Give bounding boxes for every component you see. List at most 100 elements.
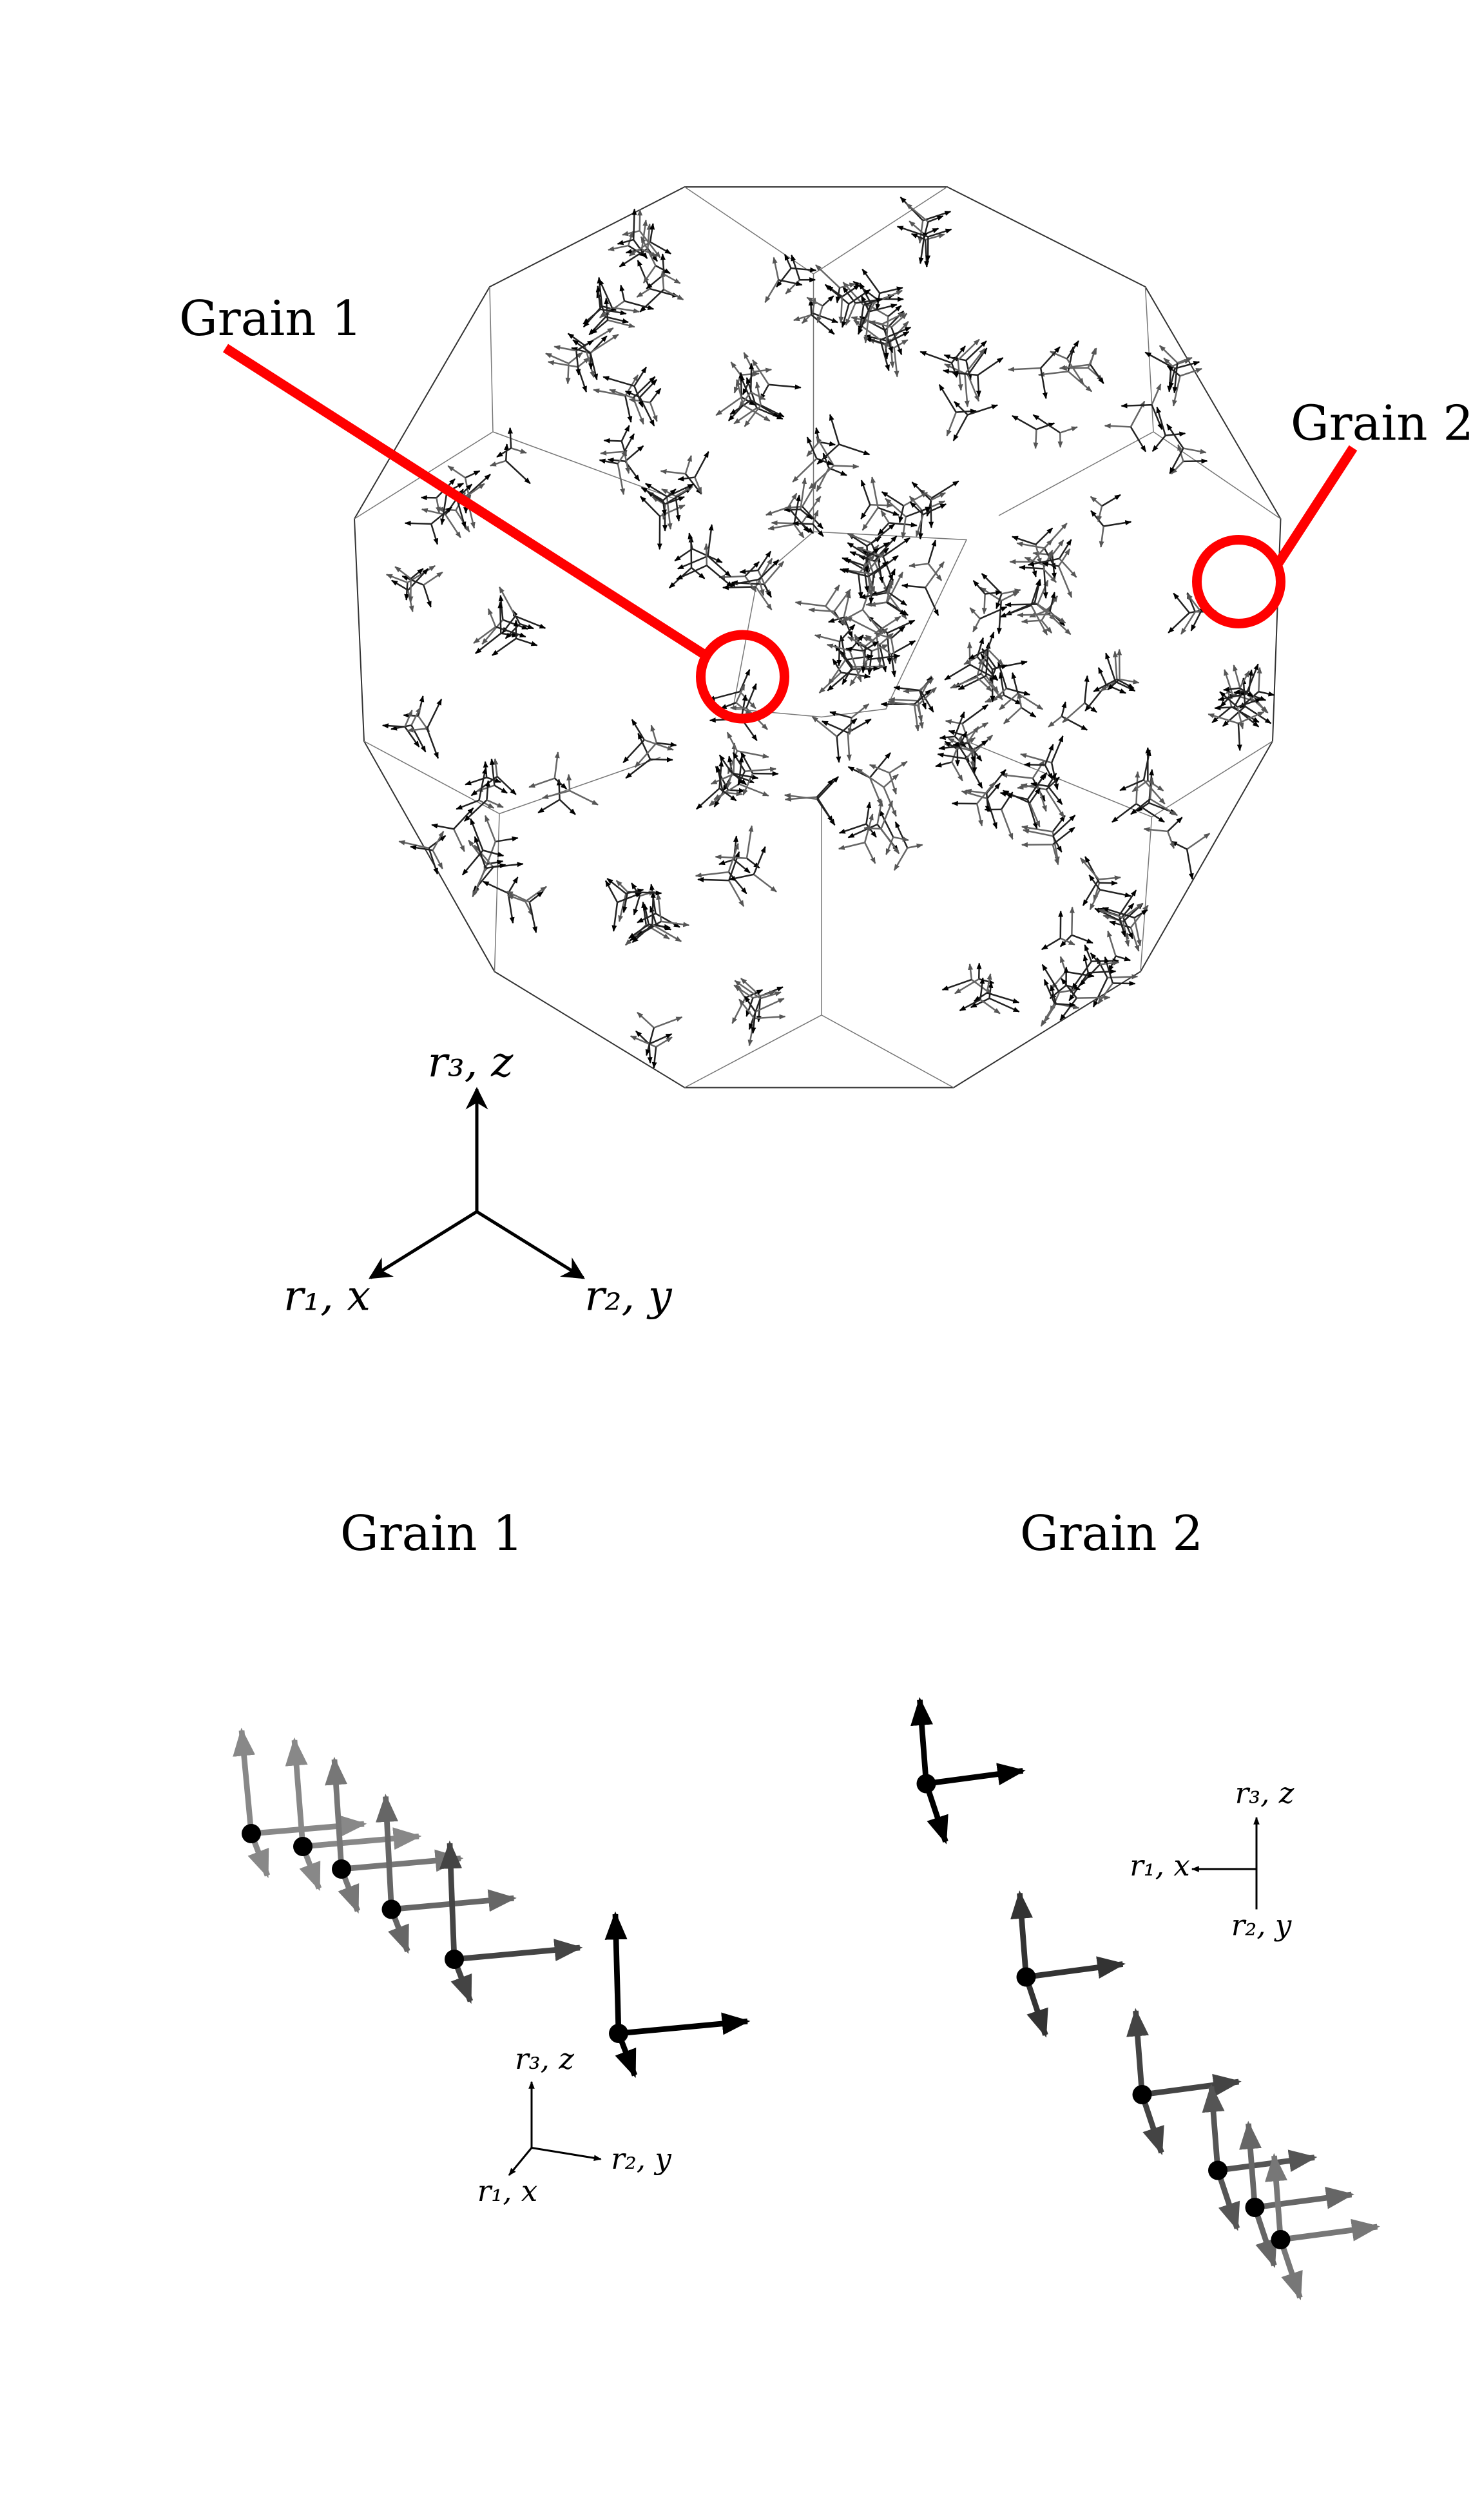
arrow [553, 751, 560, 779]
arrow [622, 891, 629, 913]
arrow [739, 668, 751, 692]
arrow [985, 675, 999, 693]
arrow [927, 215, 944, 223]
arrow [792, 458, 818, 483]
arrow [726, 732, 738, 751]
arrow [1135, 771, 1140, 804]
arrow [1066, 984, 1081, 991]
arrow [861, 548, 878, 557]
arrow [1057, 548, 1071, 567]
arrow [794, 600, 826, 607]
arrow [1052, 844, 1059, 866]
arrow [1156, 406, 1166, 436]
arrow [1115, 681, 1136, 692]
arrow [753, 771, 779, 777]
arrow [461, 849, 484, 876]
arrow [707, 523, 714, 556]
arrow [765, 506, 789, 516]
arrow [567, 333, 586, 346]
arrow [649, 402, 658, 422]
arrow [887, 305, 902, 317]
arrow [559, 799, 576, 815]
arrow [858, 574, 863, 599]
arrow [913, 704, 920, 732]
arrow [568, 352, 583, 364]
arrow [846, 732, 852, 761]
arrow [1043, 568, 1057, 583]
arrow [914, 689, 932, 705]
arrow [385, 574, 408, 584]
arrow [1084, 675, 1090, 703]
arrow [1040, 346, 1061, 369]
arrow [1141, 2073, 1242, 2098]
origin [609, 2024, 628, 2043]
arrow [636, 287, 651, 298]
arrow [919, 351, 952, 364]
arrow [764, 279, 780, 304]
arrow [1061, 715, 1088, 731]
arrow [905, 506, 932, 518]
arrow [816, 443, 840, 465]
arrow [1097, 505, 1103, 523]
arrow [778, 279, 803, 286]
arrow [743, 352, 755, 373]
arrow [650, 724, 658, 744]
arrow [885, 331, 910, 345]
arrow [575, 350, 581, 376]
arrow [341, 1849, 464, 1872]
arrow [593, 388, 626, 397]
arrow [621, 425, 630, 442]
arrow [1011, 415, 1037, 431]
arrow [1220, 693, 1233, 708]
arrow [1059, 997, 1077, 1021]
arrow [758, 559, 780, 580]
arrow [1112, 650, 1118, 680]
arrow [649, 1033, 673, 1045]
arrow [447, 465, 466, 479]
arrow [910, 233, 926, 241]
arrow [463, 799, 488, 822]
arrow [432, 831, 445, 851]
arrow [929, 500, 934, 528]
arrow [440, 491, 448, 525]
arrow [1049, 984, 1067, 1000]
arrow [1215, 2169, 1240, 2231]
arrow [951, 735, 963, 762]
arrow [976, 803, 983, 827]
arrow [605, 316, 630, 324]
arrow [860, 480, 871, 505]
arrow [829, 414, 840, 445]
arrow [1104, 956, 1114, 984]
arrow [643, 903, 650, 925]
arrow [838, 443, 871, 456]
arrow [660, 469, 686, 475]
arrow [898, 505, 905, 523]
arrow [439, 1840, 463, 1960]
arrow [1084, 856, 1101, 884]
arrow [738, 783, 769, 797]
arrow [746, 825, 754, 858]
arrow [785, 505, 803, 510]
arrow [845, 302, 856, 326]
arrow [871, 523, 896, 544]
arrow [838, 823, 867, 834]
arrow [893, 848, 909, 871]
arrow [660, 920, 690, 927]
arrow [628, 241, 651, 257]
arrow [744, 561, 760, 577]
arrow [604, 1911, 628, 2034]
arrow [496, 447, 512, 458]
arrow [1037, 371, 1068, 377]
arrow [976, 676, 993, 692]
arrow [767, 523, 794, 531]
arrow [635, 1030, 650, 1045]
arrow [644, 739, 674, 751]
arrow [1119, 678, 1140, 684]
arrow [727, 871, 747, 895]
arrow [894, 339, 909, 349]
arrow [1052, 814, 1076, 837]
arrow [979, 606, 1008, 620]
arrow [473, 626, 496, 644]
arrow [476, 784, 495, 792]
arrow [988, 997, 1020, 1013]
